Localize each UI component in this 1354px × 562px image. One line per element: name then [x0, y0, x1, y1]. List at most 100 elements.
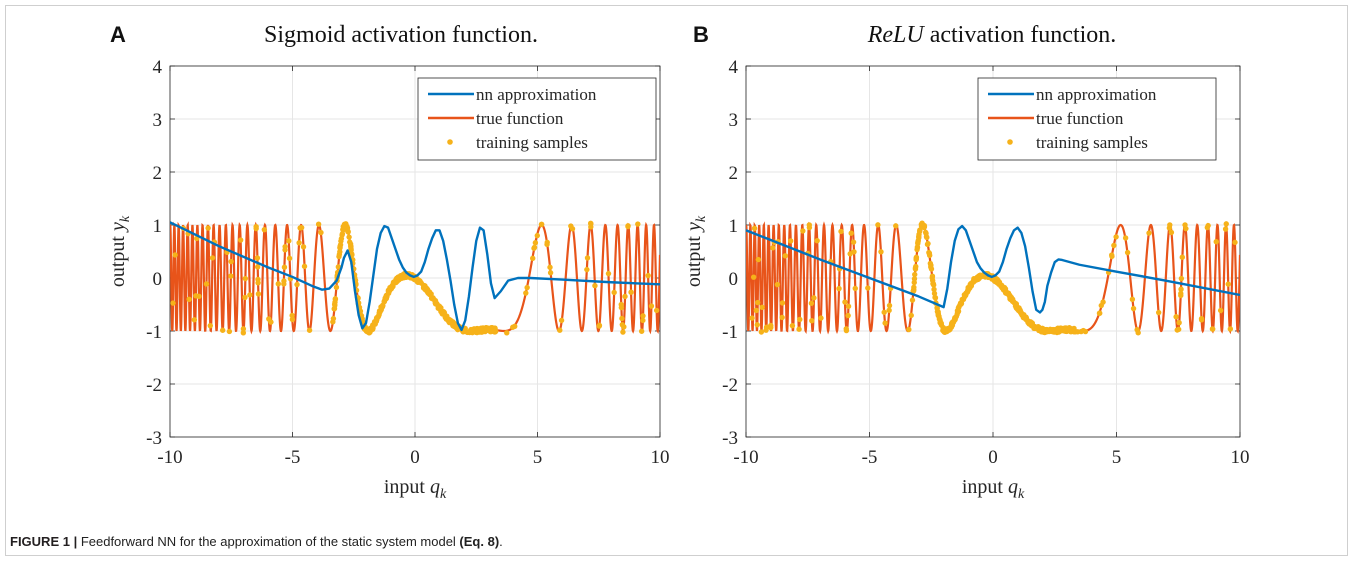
x-axis-label-subscript: k: [1018, 487, 1025, 502]
sample-point: [886, 307, 892, 314]
sample-point: [282, 247, 288, 253]
sample-point: [922, 229, 929, 236]
sample-point: [242, 294, 248, 301]
sample-point: [261, 226, 268, 233]
sample-point: [281, 264, 288, 270]
sample-point: [964, 289, 970, 295]
sample-point: [975, 276, 981, 283]
training-samples: [749, 220, 1238, 336]
sample-point: [1002, 290, 1009, 296]
sample-point: [592, 283, 598, 289]
sample-point: [653, 307, 660, 314]
sample-point: [845, 312, 851, 319]
sample-point: [968, 280, 974, 287]
sample-point: [934, 305, 940, 311]
x-tick-label: 10: [651, 447, 670, 468]
sample-point: [912, 271, 918, 278]
y-axis-label-symbol: y: [683, 222, 705, 233]
sample-point: [240, 326, 247, 332]
sample-point: [1168, 229, 1175, 236]
sample-point: [255, 291, 262, 297]
sample-point: [1113, 234, 1119, 240]
sample-point: [917, 227, 923, 233]
sample-point: [336, 253, 342, 260]
sample-point: [930, 281, 937, 287]
sample-point: [952, 317, 958, 323]
sample-point: [797, 316, 803, 323]
sample-point: [253, 223, 259, 230]
caption-label: FIGURE 1 |: [10, 534, 78, 549]
sample-point: [1167, 222, 1173, 228]
sample-point: [753, 307, 760, 314]
sample-point: [1198, 317, 1205, 323]
sample-point: [289, 316, 296, 323]
sample-point: [942, 326, 948, 333]
sample-point: [438, 305, 444, 311]
sample-point: [1080, 327, 1087, 334]
sample-point: [205, 225, 211, 231]
y-tick-label: 2: [729, 163, 739, 184]
sample-point: [1096, 310, 1103, 316]
sample-point: [534, 232, 540, 239]
sample-point: [956, 303, 962, 309]
sample-point: [370, 325, 376, 331]
sample-point: [1129, 296, 1136, 302]
sample-point: [346, 234, 352, 240]
y-tick-label: 1: [153, 216, 163, 237]
sample-point: [811, 295, 817, 301]
sample-point: [432, 301, 439, 307]
x-tick-label: -5: [862, 447, 878, 468]
sample-point: [1001, 284, 1008, 291]
sample-point: [836, 285, 842, 292]
y-tick-label: 3: [153, 110, 163, 131]
x-axis-label-symbol: q: [1008, 476, 1018, 498]
sample-point: [924, 241, 931, 248]
sample-point: [348, 243, 354, 250]
y-tick-label: -2: [722, 375, 738, 396]
sample-point: [628, 289, 634, 295]
sample-point: [332, 296, 339, 302]
plot-area: [170, 220, 660, 336]
x-tick-label: 0: [988, 447, 998, 468]
caption-equation-ref: (Eq. 8): [459, 534, 500, 549]
legend-label: nn approximation: [1036, 85, 1157, 104]
sample-point: [172, 252, 178, 258]
sample-point: [337, 242, 344, 248]
sample-point: [929, 275, 935, 281]
sample-point: [648, 303, 655, 309]
sample-point: [531, 244, 538, 251]
sample-point: [596, 322, 603, 329]
sample-point: [893, 223, 899, 229]
sample-point: [1134, 327, 1140, 333]
sample-point: [1173, 314, 1179, 320]
sample-point: [1013, 301, 1019, 307]
legend-label: nn approximation: [476, 85, 597, 104]
sample-point: [1178, 292, 1184, 299]
sample-point: [842, 299, 848, 305]
sample-point: [186, 296, 192, 302]
sample-point: [914, 244, 921, 251]
legend-label: true function: [1036, 109, 1124, 128]
sample-point: [881, 309, 887, 315]
sample-point: [1051, 328, 1057, 335]
sample-point: [910, 287, 917, 293]
sample-point: [1071, 325, 1077, 332]
sample-point: [422, 284, 429, 291]
sample-point: [488, 327, 494, 333]
sample-point: [991, 276, 997, 282]
sample-point: [544, 241, 550, 248]
sample-point: [228, 258, 234, 265]
y-tick-label: -1: [146, 322, 162, 343]
sample-point: [927, 260, 934, 267]
sample-point: [800, 228, 806, 234]
sample-point: [911, 276, 918, 282]
sample-point: [926, 252, 933, 259]
y-tick-label: -2: [146, 375, 162, 396]
sample-point: [1176, 320, 1182, 326]
sample-point: [916, 231, 922, 238]
legend-marker-samples: [1007, 139, 1013, 145]
sample-point: [1124, 249, 1131, 256]
sample-point: [779, 314, 785, 321]
y-axis-label: output yk: [683, 215, 709, 287]
